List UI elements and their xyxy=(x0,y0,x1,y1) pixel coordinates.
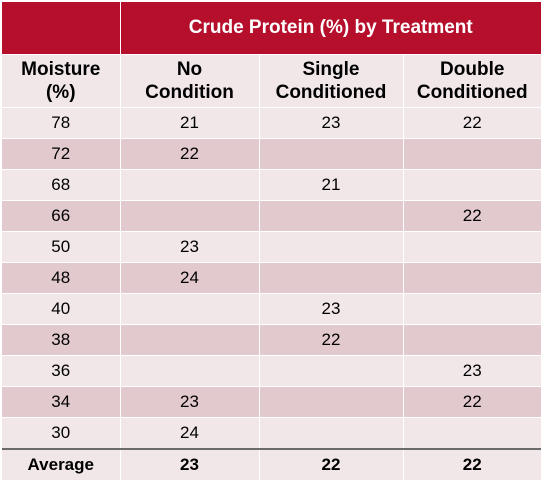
moisture-cell: 78 xyxy=(2,107,121,139)
moisture-cell: 48 xyxy=(2,262,121,294)
no-condition-cell: 22 xyxy=(120,138,260,170)
moisture-cell: 38 xyxy=(2,324,121,356)
table-row: 30 24 xyxy=(2,417,541,450)
table-row: 40 23 xyxy=(2,293,541,325)
column-header-no-condition: No Condition xyxy=(120,54,260,108)
single-conditioned-cell: 23 xyxy=(259,293,404,325)
single-conditioned-cell xyxy=(259,417,404,450)
column-header-line: Single xyxy=(302,59,360,80)
average-single-conditioned: 22 xyxy=(259,448,404,481)
average-double-conditioned: 22 xyxy=(403,448,541,481)
no-condition-cell: 24 xyxy=(120,262,260,294)
header-empty-cell xyxy=(2,2,121,55)
single-conditioned-cell xyxy=(259,231,404,263)
no-condition-cell: 23 xyxy=(120,231,260,263)
column-header-line: Condition xyxy=(145,82,234,103)
double-conditioned-cell xyxy=(403,293,541,325)
double-conditioned-cell xyxy=(403,417,541,450)
table-row: 78 21 23 22 xyxy=(2,107,541,139)
no-condition-cell: 23 xyxy=(120,386,260,418)
column-header-line: No xyxy=(176,59,203,80)
moisture-cell: 30 xyxy=(2,417,121,450)
column-header-single-conditioned: Single Conditioned xyxy=(259,54,404,108)
double-conditioned-cell xyxy=(403,231,541,263)
column-header-line: Conditioned xyxy=(416,82,528,103)
single-conditioned-cell xyxy=(259,262,404,294)
column-header-line: (%) xyxy=(45,82,76,103)
double-conditioned-cell xyxy=(403,169,541,201)
no-condition-cell: 24 xyxy=(120,417,260,450)
no-condition-cell: 21 xyxy=(120,107,260,139)
double-conditioned-cell: 22 xyxy=(403,107,541,139)
double-conditioned-cell xyxy=(403,262,541,294)
column-header-line: Moisture xyxy=(21,59,101,80)
column-header-line: Conditioned xyxy=(275,82,387,103)
average-label: Average xyxy=(2,448,121,481)
moisture-cell: 66 xyxy=(2,200,121,232)
table-row: 34 23 22 xyxy=(2,386,541,418)
group-header: Crude Protein (%) by Treatment xyxy=(120,2,541,55)
double-conditioned-cell xyxy=(403,324,541,356)
double-conditioned-cell: 22 xyxy=(403,200,541,232)
moisture-cell: 36 xyxy=(2,355,121,387)
moisture-cell: 34 xyxy=(2,386,121,418)
no-condition-cell xyxy=(120,169,260,201)
no-condition-cell xyxy=(120,355,260,387)
moisture-cell: 40 xyxy=(2,293,121,325)
single-conditioned-cell: 21 xyxy=(259,169,404,201)
average-row: Average 23 22 22 xyxy=(2,448,541,481)
single-conditioned-cell xyxy=(259,355,404,387)
no-condition-cell xyxy=(120,293,260,325)
no-condition-cell xyxy=(120,200,260,232)
single-conditioned-cell: 22 xyxy=(259,324,404,356)
double-conditioned-cell: 22 xyxy=(403,386,541,418)
column-header-moisture: Moisture (%) xyxy=(2,54,121,108)
single-conditioned-cell xyxy=(259,200,404,232)
moisture-cell: 50 xyxy=(2,231,121,263)
column-header-line: Double xyxy=(440,59,505,80)
table-group-header-row: Crude Protein (%) by Treatment xyxy=(2,2,541,55)
single-conditioned-cell xyxy=(259,386,404,418)
table-row: 50 23 xyxy=(2,231,541,263)
table-row: 38 22 xyxy=(2,324,541,356)
moisture-cell: 68 xyxy=(2,169,121,201)
single-conditioned-cell: 23 xyxy=(259,107,404,139)
table-row: 72 22 xyxy=(2,138,541,170)
column-header-double-conditioned: Double Conditioned xyxy=(403,54,541,108)
single-conditioned-cell xyxy=(259,138,404,170)
table-row: 36 23 xyxy=(2,355,541,387)
no-condition-cell xyxy=(120,324,260,356)
column-header-row: Moisture (%) No Condition Single Conditi… xyxy=(2,54,541,108)
moisture-cell: 72 xyxy=(2,138,121,170)
table-row: 66 22 xyxy=(2,200,541,232)
average-no-condition: 23 xyxy=(120,448,260,481)
table-row: 48 24 xyxy=(2,262,541,294)
double-conditioned-cell xyxy=(403,138,541,170)
table-row: 68 21 xyxy=(2,169,541,201)
double-conditioned-cell: 23 xyxy=(403,355,541,387)
